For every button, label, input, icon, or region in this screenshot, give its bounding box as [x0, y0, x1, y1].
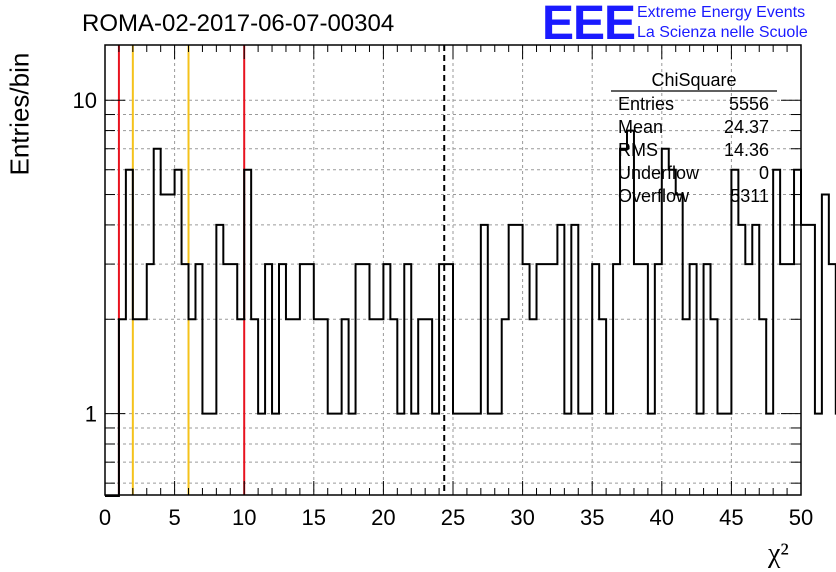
x-tick-label: 5	[168, 505, 180, 530]
histogram	[105, 129, 836, 497]
stats-label: RMS	[618, 140, 658, 160]
x-tick-label: 0	[99, 505, 111, 530]
stats-label: Entries	[618, 94, 674, 114]
x-tick-label: 20	[371, 505, 395, 530]
y-tick-label: 10	[73, 88, 97, 113]
stats-box: ChiSquare Entries 5556 Mean 24.37 RMS 14.36 Und…	[611, 70, 777, 206]
stats-value: 24.37	[724, 117, 769, 137]
logo-line-2: La Scienza nelle Scuole	[637, 24, 808, 41]
x-tick-label: 45	[719, 505, 743, 530]
x-tick-label: 40	[650, 505, 674, 530]
histogram-series	[105, 129, 836, 497]
stats-label: Underflow	[618, 163, 700, 183]
x-tick-label: 15	[302, 505, 326, 530]
y-tick-label: 1	[85, 402, 97, 427]
stats-value: 5311	[730, 186, 769, 206]
stats-value: 14.36	[724, 140, 769, 160]
stats-value: 0	[759, 163, 769, 183]
stats-label: Overflow	[618, 186, 690, 206]
stats-value: 5556	[729, 94, 769, 114]
x-tick-label: 10	[232, 505, 256, 530]
x-tick-label: 50	[789, 505, 813, 530]
y-axis-label: Entries/bin	[4, 52, 35, 176]
logo-line-1: Extreme Energy Events	[637, 4, 806, 21]
x-tick-label: 35	[580, 505, 604, 530]
chart-title: ROMA-02-2017-06-07-00304	[82, 10, 395, 37]
eee-logo: EEE	[542, 0, 636, 50]
x-axis-label: χ²	[768, 538, 789, 569]
stats-header: ChiSquare	[651, 70, 736, 90]
axes: 0 5 10 15 20 25 30 35 40 45 50 1 10	[73, 44, 813, 530]
stats-label: Mean	[618, 117, 663, 137]
x-tick-label: 30	[510, 505, 534, 530]
x-tick-label: 25	[441, 505, 465, 530]
